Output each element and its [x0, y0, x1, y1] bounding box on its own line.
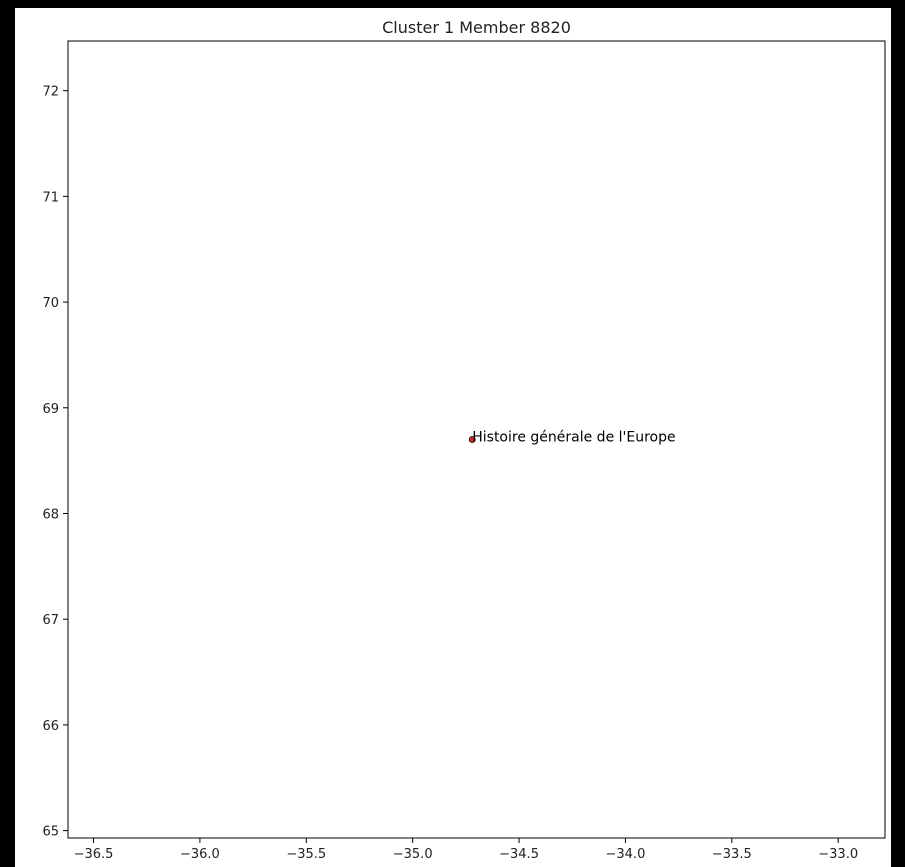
x-tick-label: −36.5	[74, 847, 114, 862]
y-tick-label: 67	[42, 613, 59, 628]
y-tick-label: 72	[42, 85, 59, 100]
chart-figure: Cluster 1 Member 8820 −36.5 −36.0 −35.5 −35…	[15, 8, 891, 867]
x-tick-label: −34.0	[606, 847, 646, 862]
data-point-label: Histoire générale de l'Europe	[472, 430, 675, 446]
chart-title: Cluster 1 Member 8820	[382, 18, 571, 37]
x-axis: −36.5 −36.0 −35.5 −35.0 −34.5 −34.0 −33.5 −33.0	[74, 838, 858, 862]
data-points: Histoire générale de l'Europe	[468, 430, 676, 446]
y-tick-label: 65	[42, 825, 59, 840]
y-tick-label: 66	[42, 719, 59, 734]
x-tick-label: −35.5	[286, 847, 326, 862]
y-tick-label: 68	[42, 507, 59, 522]
x-tick-label: −36.0	[180, 847, 220, 862]
x-tick-label: −34.5	[499, 847, 539, 862]
y-tick-label: 69	[42, 402, 59, 417]
plot-area-frame	[67, 40, 886, 839]
data-point	[468, 436, 476, 443]
y-tick-label: 70	[42, 296, 59, 311]
x-tick-label: −33.0	[818, 847, 858, 862]
x-tick-label: −33.5	[712, 847, 752, 862]
scatter-chart: Cluster 1 Member 8820 −36.5 −36.0 −35.5 −35…	[42, 18, 886, 862]
y-tick-label: 71	[42, 190, 59, 205]
x-tick-label: −35.0	[393, 847, 433, 862]
y-axis: 65 66 67 68 69 70 71 72	[42, 85, 68, 840]
